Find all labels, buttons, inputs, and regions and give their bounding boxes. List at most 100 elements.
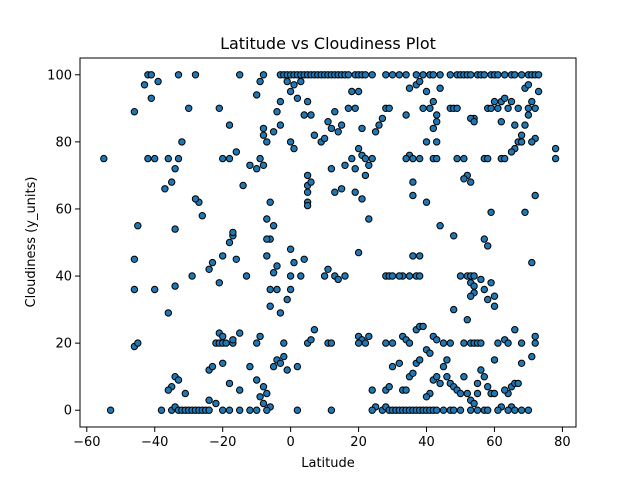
scatter-point [106,406,115,414]
scatter-point [327,165,336,173]
y-tick-label: 60 [55,202,72,217]
scatter-point [446,71,454,79]
scatter-point [450,406,458,414]
scatter-point [283,366,291,374]
scatter-point [534,87,543,96]
scatter-point [269,222,278,230]
scatter-point [181,389,190,398]
scatter-point [504,104,512,113]
scatter-point [494,104,502,113]
scatter-point [297,77,305,86]
scatter-point [494,339,502,347]
scatter-point [528,138,536,146]
scatter-point [266,198,274,206]
scatter-point [276,121,285,129]
scatter-point [178,138,186,146]
scatter-point [171,165,179,173]
scatter-point [480,285,488,294]
scatter-point [242,272,251,280]
scatter-point [225,406,234,414]
scatter-point [354,248,363,257]
scatter-point [429,97,437,106]
scatter-point [236,406,244,414]
scatter-point [409,191,417,200]
scatter-point [283,295,291,304]
x-tick-label: 80 [554,435,571,450]
scatter-point [433,138,441,146]
scatter-point [368,386,376,394]
scatter-point [450,305,458,314]
scatter-point [405,272,414,280]
scatter-point [324,118,332,126]
scatter-point [446,339,454,347]
scatter-point [327,339,336,347]
scatter-point [511,326,519,334]
scatter-point [219,252,227,260]
scatter-point [405,339,414,347]
scatter-point [490,302,499,310]
scatter-point [164,309,173,317]
y-tick-label: 0 [64,404,72,419]
scatter-point [134,222,142,230]
scatter-point [473,389,482,398]
scatter-point [429,71,437,79]
scatter-point [269,269,278,277]
scatter-point [429,124,437,133]
scatter-point [212,399,220,408]
scatter-point [256,77,264,86]
scatter-point [331,188,339,196]
scatter-point [422,87,431,96]
scatter-point [378,114,387,123]
scatter-point [205,396,213,404]
y-tick-label: 20 [55,337,72,352]
scatter-point [388,272,397,280]
scatter-point [388,362,397,371]
scatter-point [263,389,271,398]
scatter-point [470,399,478,408]
scatter-point [358,195,366,203]
scatter-point [276,359,285,367]
scatter-point [528,258,536,267]
scatter-point [151,154,159,163]
scatter-point [453,104,461,113]
scatter-point [490,292,499,300]
scatter-point [293,406,302,414]
scatter-point [405,84,414,92]
scatter-point [266,302,274,310]
scatter-point [497,118,505,126]
scatter-point [467,178,475,186]
scatter-point [484,383,492,391]
scatter-point [480,235,488,243]
scatter-point [205,265,213,273]
scatter-point [222,339,230,347]
scatter-point [259,124,268,133]
scatter-point [511,71,519,79]
scatter-point [361,171,370,180]
scatter-point [368,154,376,163]
x-axis: −60 −40 −20 0 20 40 60 80 [73,427,571,450]
scatter-point [521,208,529,217]
scatter-point [507,148,516,156]
scatter-point [174,71,183,79]
scatter-point [259,399,268,408]
scatter-point [259,161,268,170]
scatter-point [344,71,353,79]
scatter-point [361,71,370,79]
scatter-point [460,373,468,381]
scatter-point [371,128,380,136]
scatter-point [256,154,264,163]
scatter-point [354,339,363,347]
scatter-point [185,104,193,113]
scatter-point [439,406,448,414]
scatter-point [358,124,366,133]
scatter-point [307,111,315,119]
scatter-point [256,393,264,401]
scatter-point [501,94,509,103]
scatter-point [337,185,346,193]
scatter-point [402,111,410,119]
scatter-point [365,215,373,223]
scatter-point [341,161,349,170]
scatter-point [273,262,281,270]
scatter-point [344,104,353,113]
scatter-point [300,111,308,119]
